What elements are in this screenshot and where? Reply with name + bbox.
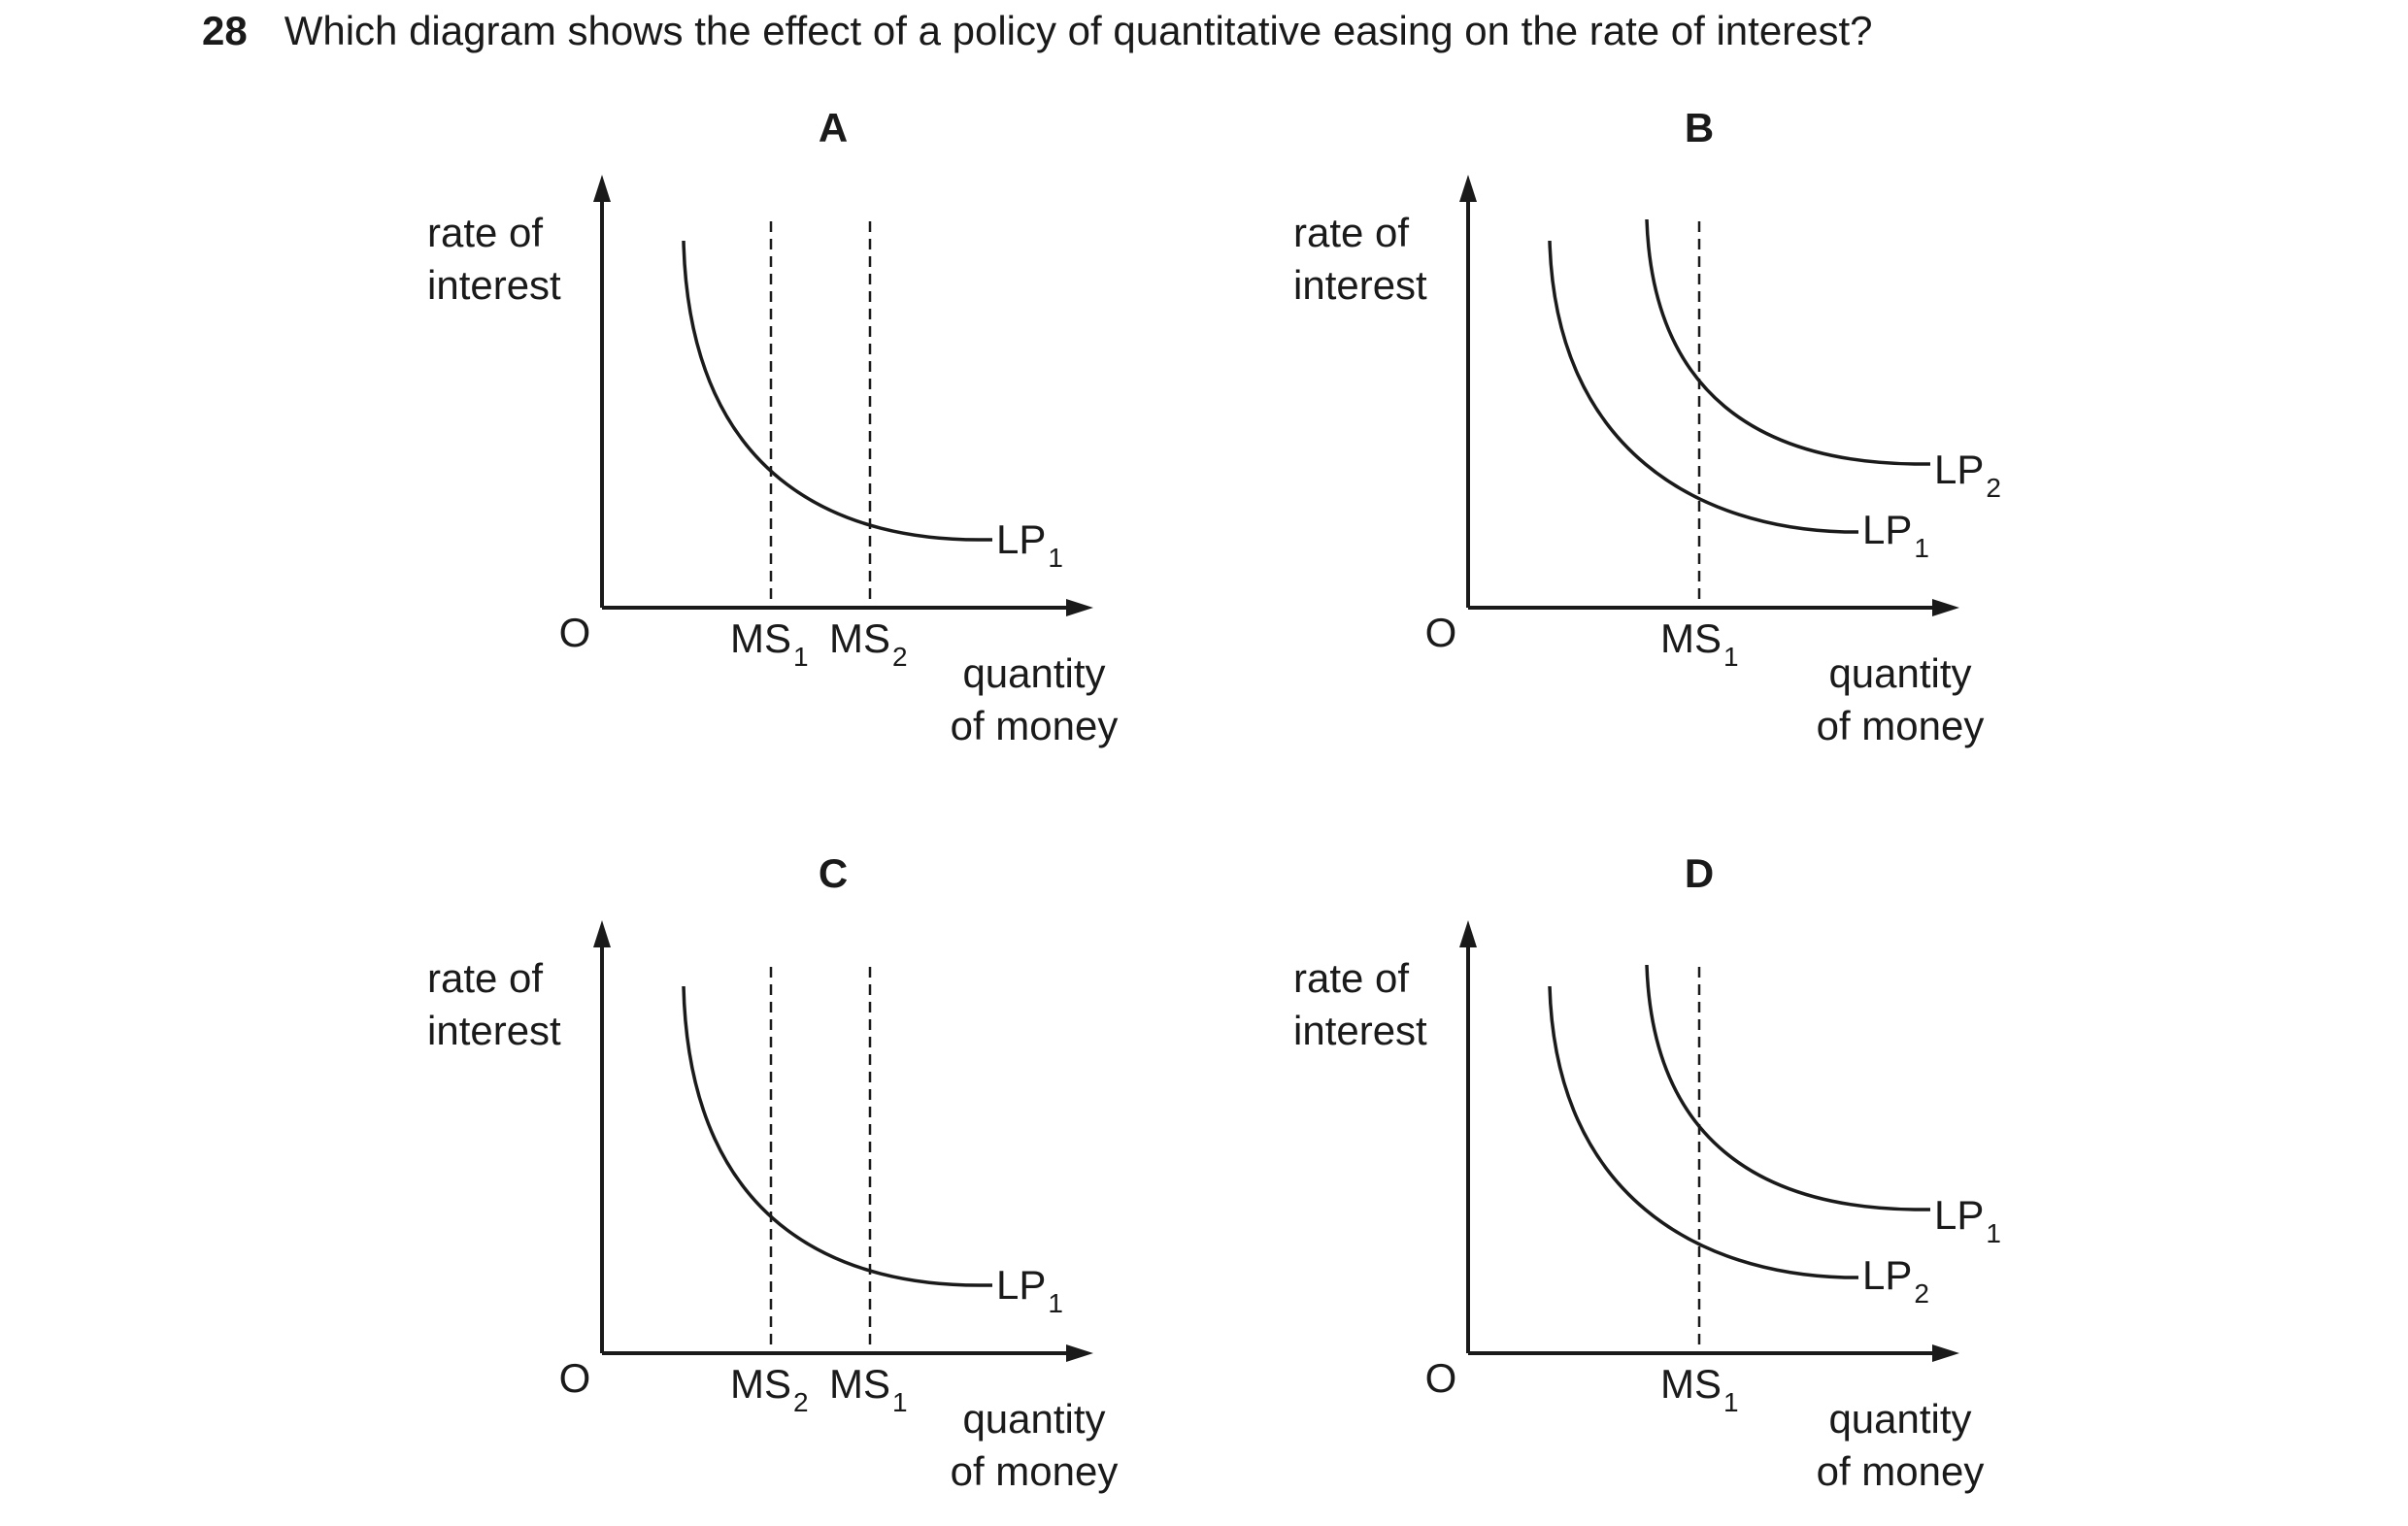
liquidity-preference-label-lp1: LP1 — [1862, 507, 1929, 563]
liquidity-preference-label-lp1: LP1 — [996, 516, 1063, 573]
x-axis-arrow-icon — [1066, 599, 1093, 616]
y-axis-label: rate of interest — [1293, 955, 1427, 1053]
liquidity-preference-curve-lp1 — [1645, 964, 1930, 1211]
origin-label: O — [1425, 1355, 1457, 1401]
origin-label: O — [1425, 610, 1457, 655]
y-axis-arrow-icon — [593, 175, 611, 202]
x-axis-arrow-icon — [1932, 599, 1959, 616]
liquidity-preference-label-lp1: LP1 — [1934, 1192, 2001, 1248]
liquidity-preference-curve-lp2 — [1548, 985, 1858, 1279]
x-axis-arrow-icon — [1066, 1344, 1093, 1362]
liquidity-preference-curve-lp1 — [682, 985, 992, 1287]
liquidity-preference-label-lp2: LP2 — [1934, 447, 2001, 503]
panel-letter: C — [819, 850, 848, 896]
money-supply-label-ms1: MS1 — [1660, 615, 1739, 672]
liquidity-preference-curve-lp2 — [1645, 218, 1930, 466]
question: 28 Which diagram shows the effect of a po… — [202, 0, 1873, 62]
money-supply-label-ms2: MS2 — [730, 1361, 809, 1417]
panel-letter: B — [1685, 105, 1714, 150]
x-axis-label: quantity of money — [1817, 1396, 1985, 1494]
panel-letter: A — [819, 105, 848, 150]
y-axis-label: rate of interest — [427, 955, 561, 1053]
liquidity-preference-curve-lp1 — [682, 240, 992, 542]
panel-letter: D — [1685, 850, 1714, 896]
liquidity-preference-curve-lp1 — [1548, 240, 1858, 534]
question-number: 28 — [202, 8, 248, 53]
x-axis-label: quantity of money — [951, 650, 1119, 748]
liquidity-preference-label-lp1: LP1 — [996, 1262, 1063, 1318]
question-text: Which diagram shows the effect of a poli… — [284, 8, 1873, 53]
origin-label: O — [559, 610, 591, 655]
y-axis-arrow-icon — [593, 920, 611, 947]
x-axis-arrow-icon — [1932, 1344, 1959, 1362]
y-axis-label: rate of interest — [427, 210, 561, 308]
y-axis-arrow-icon — [1459, 175, 1477, 202]
x-axis-label: quantity of money — [951, 1396, 1119, 1494]
money-supply-label-ms1: MS1 — [1660, 1361, 1739, 1417]
origin-label: O — [559, 1355, 591, 1401]
y-axis-arrow-icon — [1459, 920, 1477, 947]
x-axis-label: quantity of money — [1817, 650, 1985, 748]
money-supply-label-ms1: MS1 — [829, 1361, 908, 1417]
money-supply-label-ms1: MS1 — [730, 615, 809, 672]
liquidity-preference-label-lp2: LP2 — [1862, 1252, 1929, 1309]
money-supply-label-ms2: MS2 — [829, 615, 908, 672]
y-axis-label: rate of interest — [1293, 210, 1427, 308]
